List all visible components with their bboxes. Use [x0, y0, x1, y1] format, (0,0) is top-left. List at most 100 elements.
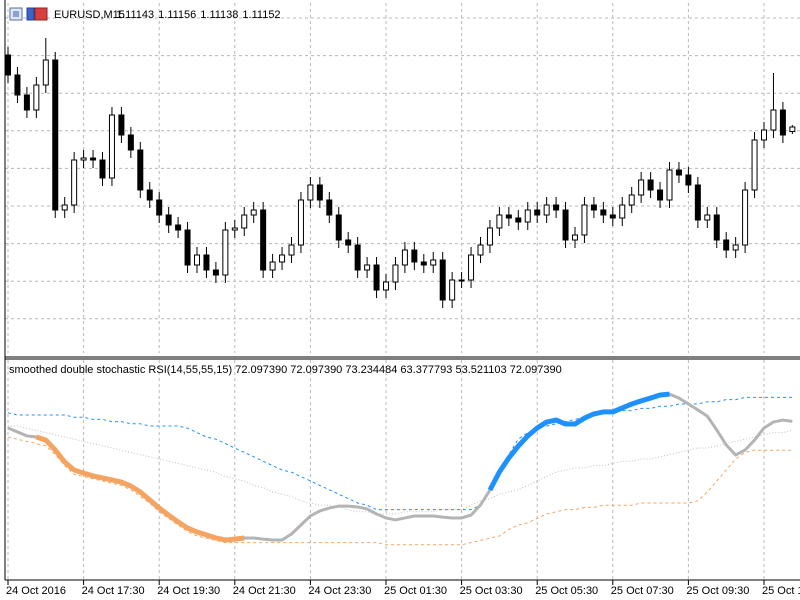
candle-body	[694, 184, 701, 221]
candle-body	[307, 184, 314, 201]
candle-body	[156, 199, 163, 216]
x-tick-label: 24 Oct 19:30	[157, 585, 220, 597]
candle-body	[222, 229, 229, 276]
candle-body	[647, 179, 654, 191]
indicator-line	[35, 434, 245, 543]
candle-body	[609, 214, 616, 219]
candle-body	[600, 209, 607, 216]
candle-body	[619, 204, 626, 219]
candle-body	[477, 244, 484, 256]
candle-body	[486, 227, 493, 246]
candle-body	[789, 126, 796, 132]
candle-body	[335, 214, 342, 241]
candle-body	[127, 134, 134, 151]
x-tick-label: 25 Oct 09:30	[686, 585, 749, 597]
candle-body	[14, 74, 21, 96]
candle-body	[175, 224, 182, 231]
candle-body	[279, 254, 286, 263]
candle-body	[137, 149, 144, 191]
plot	[5, 38, 796, 546]
candle-body	[572, 234, 578, 241]
candle-body	[666, 169, 673, 201]
candle-body	[543, 204, 550, 216]
symbol-title: EURUSD,M15	[54, 9, 125, 21]
candle-body	[165, 214, 172, 226]
candle-body	[146, 189, 153, 201]
candle-body	[732, 244, 739, 251]
candle-body	[392, 264, 399, 283]
icon	[26, 7, 35, 21]
candle-body	[184, 229, 191, 266]
candle-body	[779, 109, 786, 136]
candle-body	[638, 179, 645, 196]
candle-body	[524, 209, 531, 223]
candle-body	[590, 204, 597, 211]
candle-body	[723, 239, 730, 251]
ohlc-value: 1.11156	[158, 9, 196, 21]
indicator-title: smoothed double stochastic RSI(14,55,55,…	[9, 364, 562, 376]
time-labels: 24 Oct 2016 24 Oct 17:30 24 Oct 19:30 24 Oc…	[6, 580, 800, 597]
candle-body	[52, 59, 59, 211]
candle-body	[80, 157, 87, 161]
candle-body	[118, 114, 125, 136]
candle-body	[345, 239, 352, 246]
x-tick-label: 24 Oct 2016	[6, 585, 66, 597]
indicator-line	[7, 436, 793, 546]
candle-body	[373, 264, 380, 291]
candle-body	[770, 109, 777, 131]
candle-body	[657, 189, 664, 201]
x-tick-label: 24 Oct 17:30	[82, 585, 145, 597]
candle-body	[581, 204, 588, 236]
candle-body	[108, 114, 115, 179]
candle-body	[515, 217, 522, 223]
candle-body	[90, 157, 97, 161]
candle-body	[203, 254, 210, 271]
grid	[5, 3, 800, 580]
candle-body	[496, 214, 503, 229]
candle-body	[713, 214, 720, 241]
candle-body	[5, 54, 11, 76]
candle-body	[231, 227, 238, 231]
candle-body	[458, 279, 465, 282]
candle-body	[439, 259, 446, 301]
candle-body	[33, 84, 40, 111]
candle-body	[534, 209, 541, 216]
candle-body	[468, 254, 475, 281]
candle-body	[675, 169, 682, 176]
candle-body	[411, 249, 418, 263]
ohlc-value: 1.11143	[116, 9, 154, 21]
candle-body	[420, 261, 427, 266]
candle-body	[761, 129, 767, 141]
candle-body	[364, 264, 371, 271]
candle-body	[751, 139, 758, 191]
x-tick-label: 24 Oct 21:30	[233, 585, 296, 597]
x-tick-label: 25 Oct 05:30	[535, 585, 598, 597]
ohlc-value: 1.11152	[242, 9, 280, 21]
ohlc-readout: 1.11143 1.11156 1.11138 1.11152	[116, 9, 281, 21]
indicator-line	[487, 391, 670, 492]
candle-body	[23, 94, 30, 111]
candle-body	[326, 199, 333, 216]
candle-body	[354, 244, 361, 271]
x-tick-label: 24 Oct 23:30	[308, 585, 371, 597]
x-tick-label: 25 Oct 03:30	[460, 585, 523, 597]
icon	[13, 11, 19, 17]
candle-body	[316, 184, 323, 201]
candle-body	[704, 214, 711, 221]
candle-body	[562, 209, 569, 241]
candle-body	[297, 199, 304, 246]
toolbar-icons	[9, 7, 48, 21]
x-tick-label: 25 Oct 01:30	[384, 585, 447, 597]
candle-body	[42, 59, 49, 86]
candle-body	[260, 209, 267, 271]
candle-body	[685, 174, 692, 186]
candle-body	[430, 259, 437, 266]
candle-body	[269, 261, 276, 271]
candle-body	[505, 214, 512, 219]
candle-body	[194, 254, 200, 266]
candle-body	[61, 204, 68, 211]
candle-body	[553, 204, 560, 211]
candle-body	[383, 281, 389, 291]
